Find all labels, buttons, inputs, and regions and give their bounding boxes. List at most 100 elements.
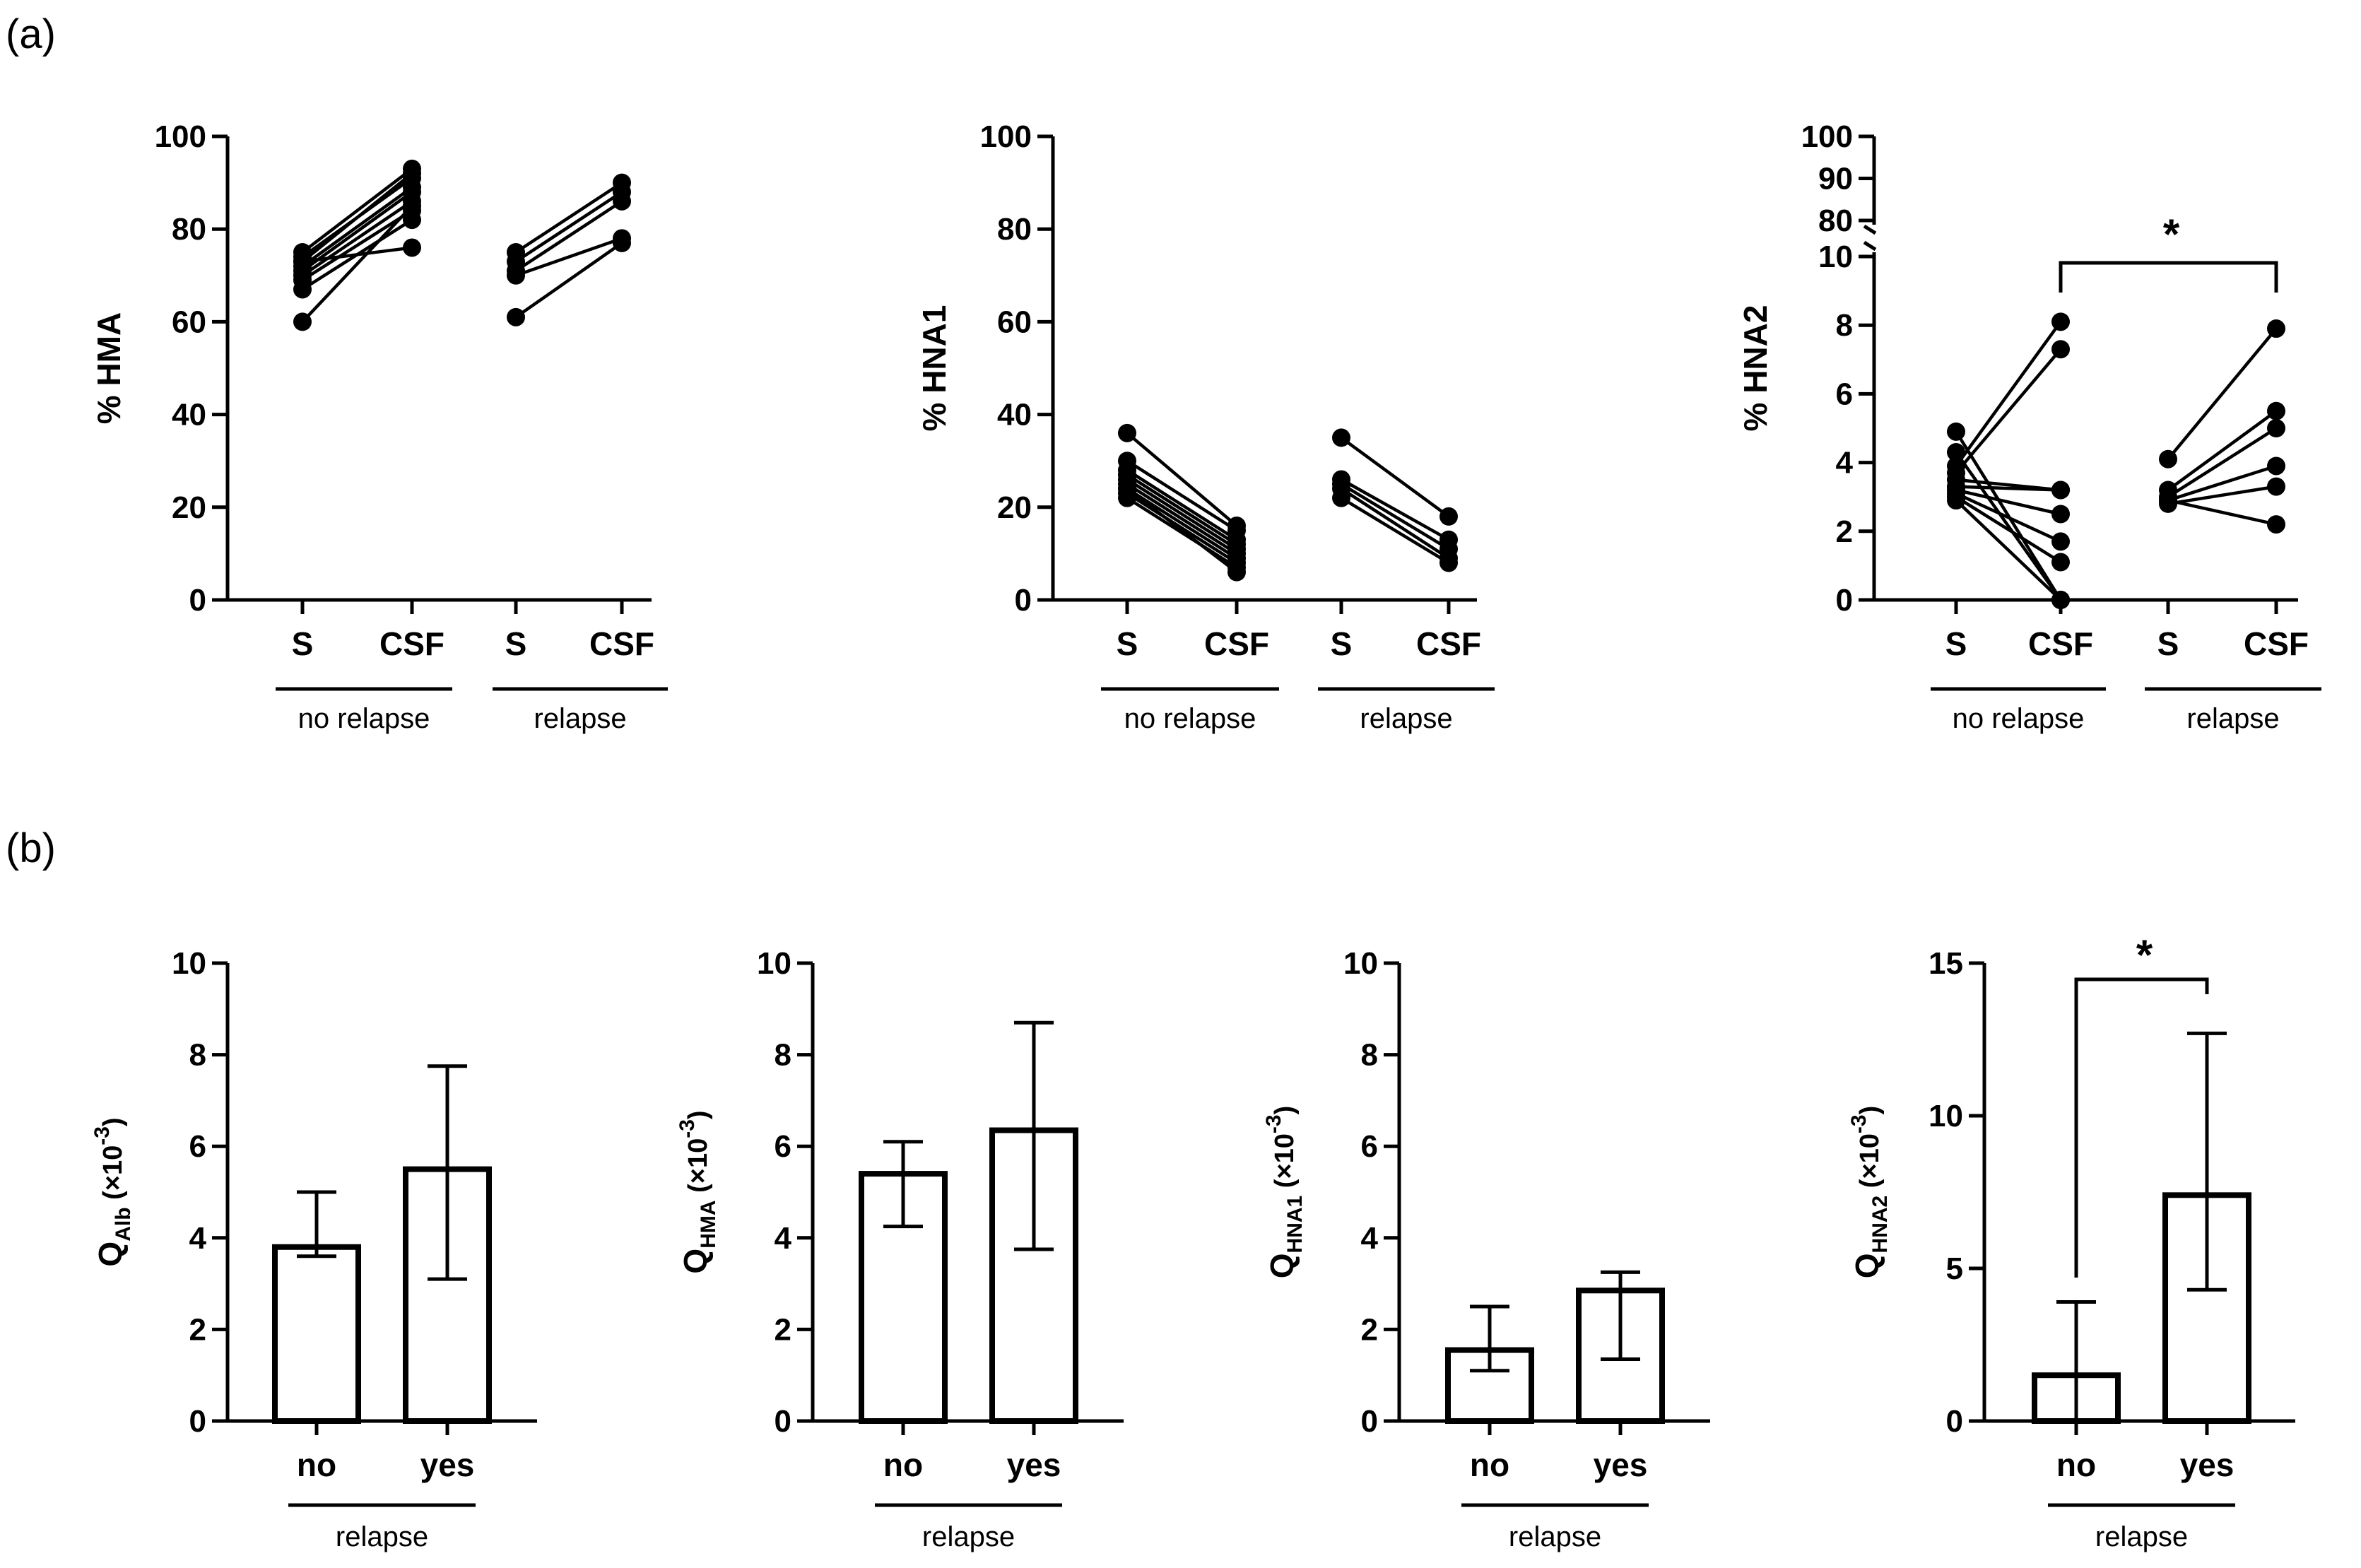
y-tick-label: 100 (155, 119, 206, 154)
data-point-csf (1227, 562, 1246, 582)
y-tick-label: 0 (1836, 583, 1853, 618)
data-point-csf (2267, 401, 2285, 420)
y-tick-label: 2 (1361, 1312, 1378, 1347)
x-tick-label: S (1117, 625, 1138, 662)
y-tick-label: 8 (189, 1038, 206, 1073)
pair-line (302, 246, 413, 264)
bar-yes (2162, 1192, 2251, 1424)
pair-line (1340, 483, 1450, 550)
bar-chart-3: 0 2 4 6 8 10 no yes relapse QHNA1 (×10-3) (1262, 946, 1710, 1552)
y-tick-label: 20 (172, 490, 206, 525)
pair-line (1126, 487, 1238, 574)
y-tick-label: 2 (775, 1312, 791, 1347)
significance-bracket (2074, 977, 2209, 1278)
data-point-s (1118, 479, 1136, 498)
y-tick-label: 15 (1929, 946, 1963, 981)
x-tick-label: CSF (379, 625, 444, 662)
data-point-s (293, 252, 312, 271)
pair-line (514, 190, 623, 264)
bar-no (859, 1171, 948, 1424)
y-label-exponent: -3 (90, 1126, 114, 1145)
y-tick-label: 6 (1836, 377, 1853, 411)
data-point-csf (2051, 505, 2070, 524)
y-tick-label: 6 (775, 1129, 791, 1164)
data-point-s (2159, 449, 2177, 468)
data-point-s (1947, 443, 1965, 462)
significance-bracket (2059, 261, 2278, 293)
y-label-main: Q (1849, 1253, 1885, 1278)
data-point-csf (403, 211, 421, 230)
y-tick-label: 8 (775, 1038, 791, 1073)
line-chart-1: 0 20 40 60 80 100 S CSF S CSF no relapse relapse % H… (90, 119, 668, 734)
data-point-s (1947, 491, 1965, 510)
y-label-exponent: -3 (1262, 1114, 1285, 1133)
y-tick-label: 40 (172, 398, 206, 432)
y-label-close: ) (683, 1110, 713, 1119)
data-point-csf (2267, 319, 2285, 338)
pair-line (301, 204, 413, 323)
pair-line (1126, 496, 1238, 569)
y-tick-label: 20 (997, 490, 1032, 525)
y-label-main: Q (92, 1242, 129, 1267)
y-tick-label: 80 (997, 212, 1032, 247)
pair-line (1955, 451, 2062, 601)
y-label-unit: (×10 (683, 1138, 713, 1201)
bar-no (1445, 1347, 1534, 1425)
bar-no (2032, 1372, 2121, 1424)
pair-line (1340, 436, 1450, 518)
panel-label-a: (a) (6, 11, 56, 57)
y-axis-label: % HNA1 (916, 305, 953, 432)
y-label-exponent: -3 (676, 1119, 699, 1138)
pair-line (2167, 327, 2278, 461)
group-label: no relapse (298, 703, 430, 734)
pair-line (1955, 485, 2061, 492)
bar-chart-1: 0 2 4 6 8 10 no yes relapse QAlb (×10-3) (90, 946, 537, 1552)
pair-line (1126, 468, 1238, 541)
pair-line (1955, 495, 2062, 564)
y-axis-label: % HMA (90, 312, 127, 424)
x-tick-label: S (1945, 625, 1967, 662)
data-point-s (1118, 423, 1136, 442)
bar-yes (989, 1127, 1078, 1425)
pair-line (1126, 483, 1238, 555)
x-tick-label: no (2056, 1446, 2096, 1483)
y-tick-label: 10 (1343, 946, 1378, 981)
pair-line (1955, 488, 2061, 516)
x-tick-label: CSF (2028, 625, 2093, 662)
x-tick-label: S (505, 625, 527, 662)
y-tick-label: 4 (189, 1221, 207, 1256)
x-tick-label: yes (1594, 1446, 1648, 1483)
y-label-subscript: HNA2 (1868, 1196, 1892, 1254)
pair-line (2167, 498, 2277, 526)
y-tick-label: 10 (1818, 240, 1853, 274)
y-tick-label: 10 (1929, 1099, 1963, 1133)
bar-chart-2: 0 2 4 6 8 10 no yes relapse QHMA (×10-3) (676, 946, 1124, 1552)
data-point-csf (2267, 456, 2285, 476)
y-axis-label: QHNA2 (×10-3) (1847, 1106, 1892, 1278)
y-axis-label: QHMA (×10-3) (676, 1110, 720, 1273)
x-tick-label: CSF (1416, 625, 1481, 662)
data-point-csf (613, 233, 631, 252)
pair-line (1340, 496, 1450, 565)
y-label-close: ) (1855, 1106, 1885, 1115)
y-tick-label: 10 (172, 946, 206, 981)
y-tick-label: 100 (980, 119, 1032, 154)
y-axis-label: QAlb (×10-3) (90, 1117, 135, 1266)
data-point-csf (1439, 553, 1458, 572)
data-point-csf (2267, 419, 2285, 437)
y-label-unit: (×10 (1270, 1133, 1300, 1196)
pair-line (301, 199, 413, 277)
pair-line (1955, 321, 2062, 467)
significance-marker: * (2163, 211, 2180, 258)
y-tick-label: 0 (1361, 1404, 1378, 1439)
y-tick-label: 2 (1836, 514, 1853, 549)
data-point-csf (2051, 340, 2070, 359)
data-point-s (1332, 428, 1350, 447)
x-tick-label: S (1331, 625, 1353, 662)
data-point-csf (403, 238, 421, 257)
pair-line (2167, 427, 2278, 499)
x-tick-label: yes (420, 1446, 475, 1483)
pair-line (1126, 432, 1238, 527)
